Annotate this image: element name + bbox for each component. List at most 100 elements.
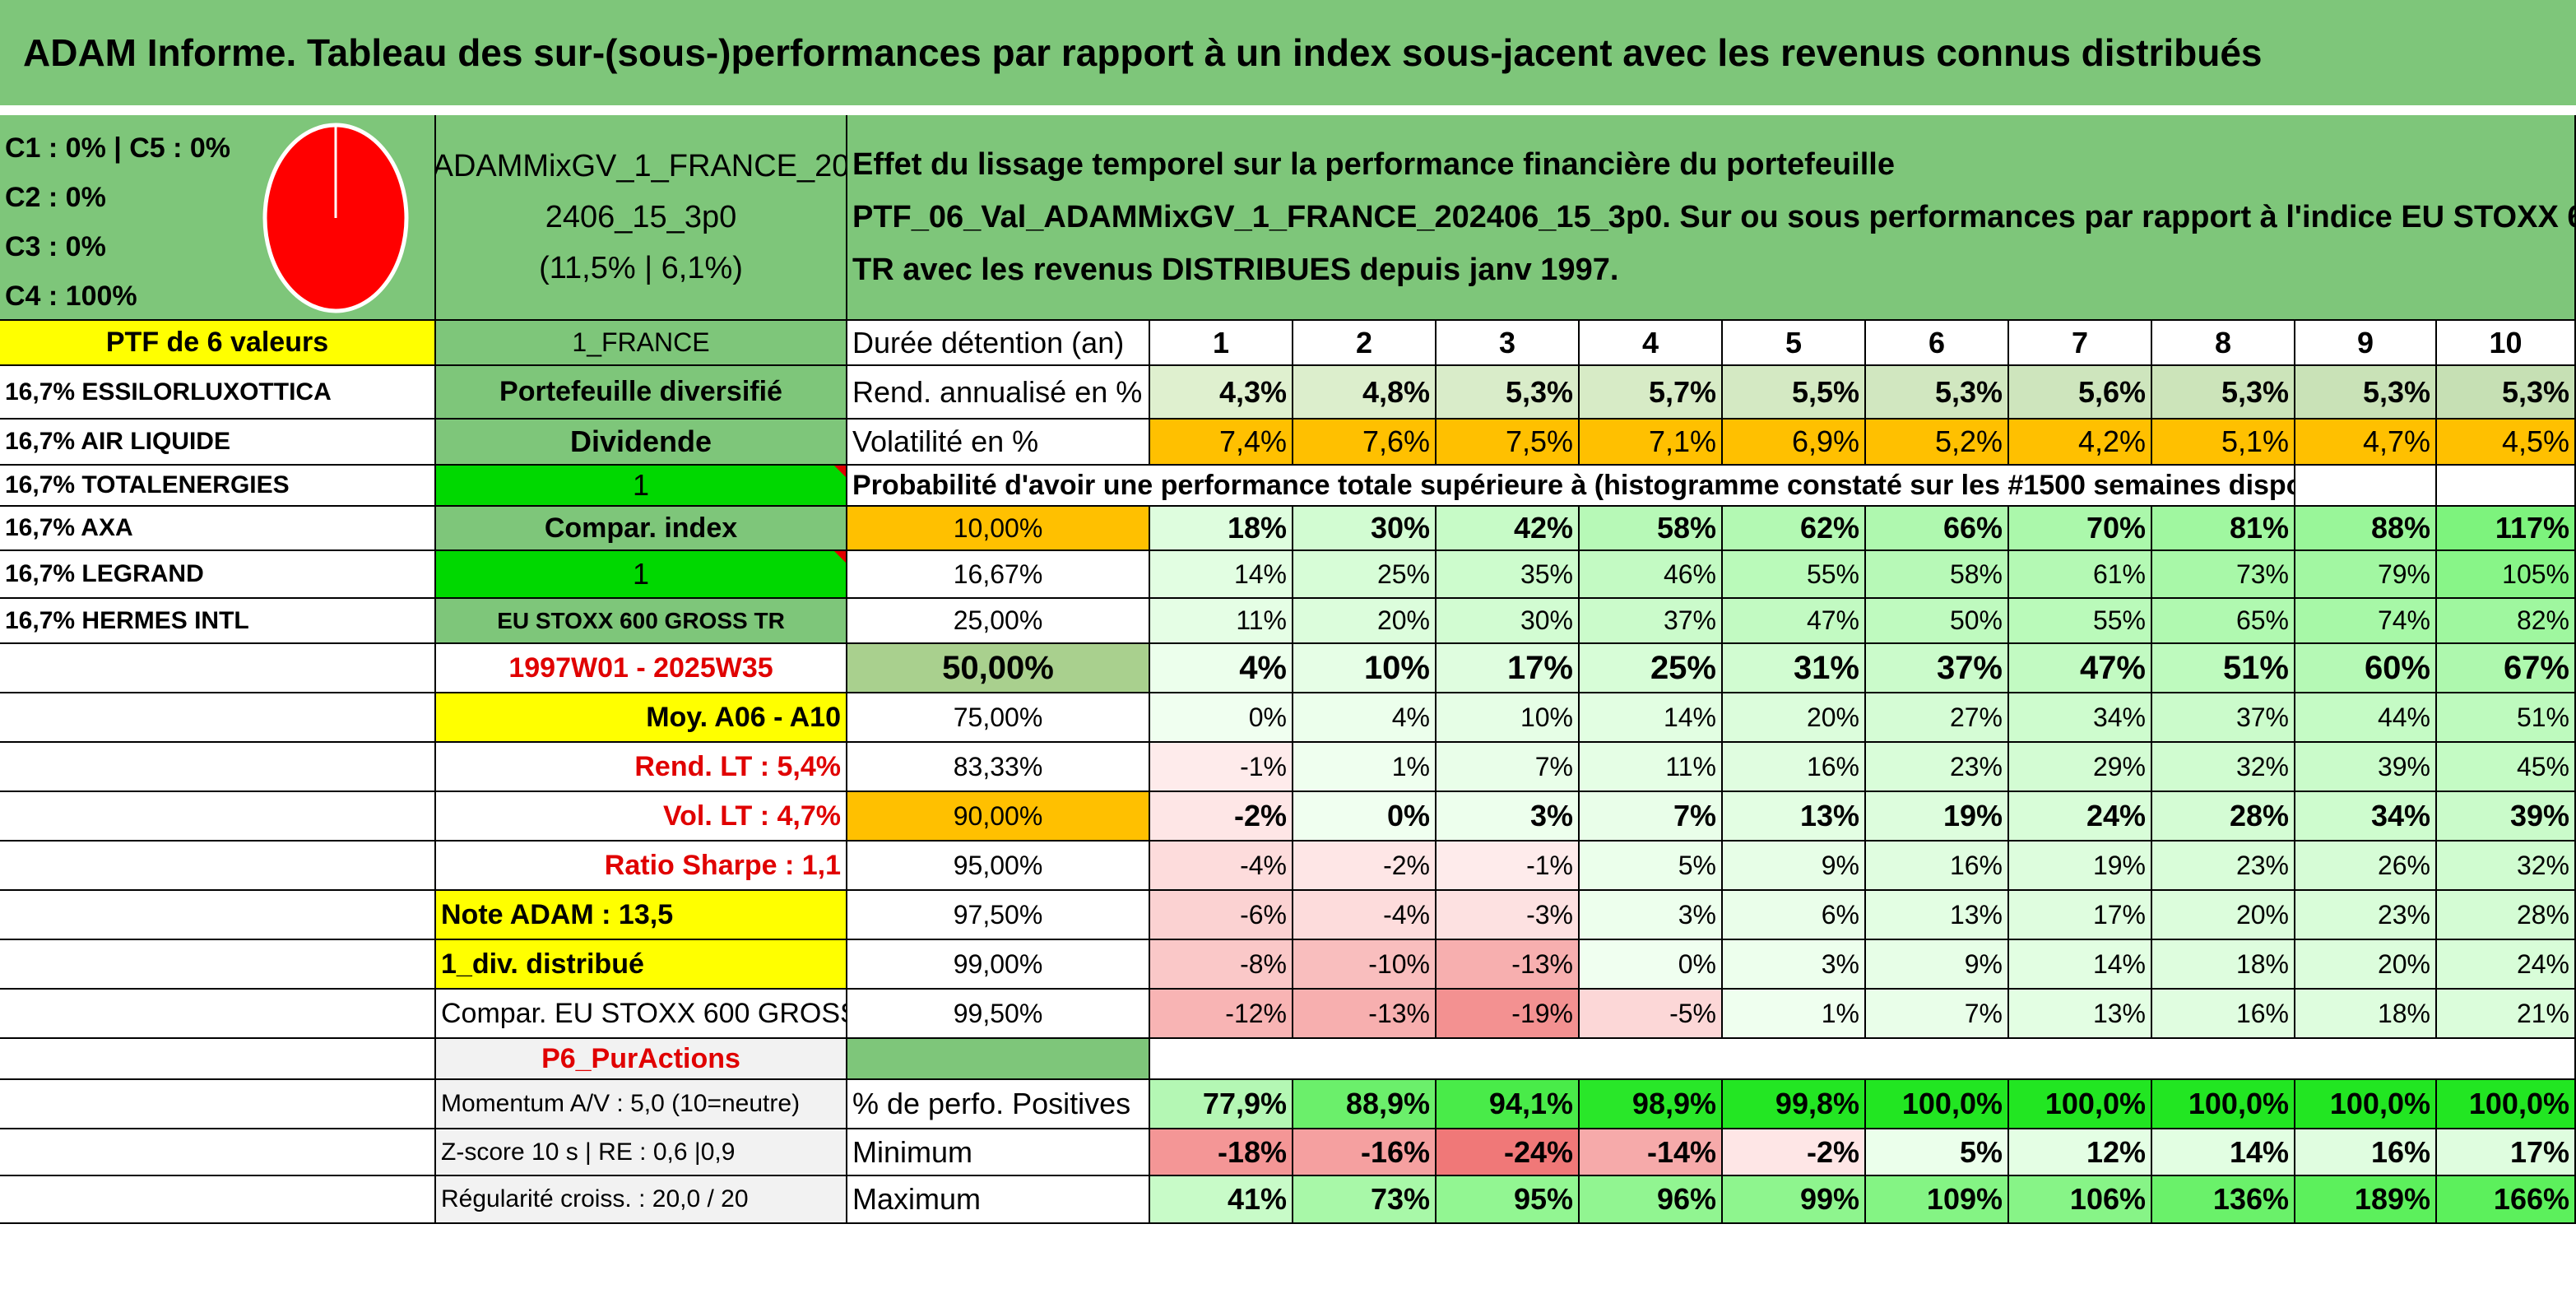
quantile-value: 4% xyxy=(1293,693,1437,743)
quantile-value: 28% xyxy=(2437,891,2576,940)
year-header: 2 xyxy=(1293,321,1437,366)
minimum-label: Minimum xyxy=(847,1129,1150,1176)
description-box: Effet du lissage temporel sur la perform… xyxy=(847,115,2576,321)
quantile-value: 73% xyxy=(2152,551,2295,599)
quantile-value: 18% xyxy=(1150,507,1293,551)
portfolio-name-line: 2406_15_3p0 xyxy=(545,200,737,234)
quantile-value: 82% xyxy=(2437,599,2576,644)
quantile-value: 66% xyxy=(1866,507,2009,551)
minimum-value: 17% xyxy=(2437,1129,2576,1176)
quantile-value: 44% xyxy=(2295,693,2437,743)
quantile-value: -8% xyxy=(1150,940,1293,990)
quantile-value: 58% xyxy=(1580,507,1723,551)
empty-cell xyxy=(0,990,436,1039)
quantile-label: 95,00% xyxy=(847,842,1150,891)
quantile-label: 75,00% xyxy=(847,693,1150,743)
note-adam-label: Note ADAM : 13,5 xyxy=(436,891,847,940)
maximum-value: 189% xyxy=(2295,1176,2437,1224)
quantile-value: 47% xyxy=(2009,644,2152,693)
quantile-value: 50% xyxy=(1866,599,2009,644)
quantile-value: 14% xyxy=(2009,940,2152,990)
minimum-value: 5% xyxy=(1866,1129,2009,1176)
holding-item: 16,7% AXA xyxy=(0,507,436,551)
positives-value: 88,9% xyxy=(1293,1080,1437,1129)
quantile-value: 70% xyxy=(2009,507,2152,551)
minimum-value: 16% xyxy=(2295,1129,2437,1176)
quantile-value: 1% xyxy=(1723,990,1866,1039)
minimum-value: -16% xyxy=(1293,1129,1437,1176)
quantile-value: 14% xyxy=(1150,551,1293,599)
quantile-value: 39% xyxy=(2295,743,2437,792)
quantile-value: 5% xyxy=(1580,842,1723,891)
maximum-label: Maximum xyxy=(847,1176,1150,1224)
rend-value: 5,3% xyxy=(2295,366,2437,420)
maximum-value: 106% xyxy=(2009,1176,2152,1224)
portfolio-name-line: ADAMMixGV_1_FRANCE_20 xyxy=(436,149,847,183)
quantile-value: -4% xyxy=(1293,891,1437,940)
quantile-value: -2% xyxy=(1293,842,1437,891)
country-label: 1_FRANCE xyxy=(436,321,847,366)
rend-lt-label: Rend. LT : 5,4% xyxy=(436,743,847,792)
quantile-value: 18% xyxy=(2295,990,2437,1039)
empty-cell xyxy=(2437,466,2576,507)
quantile-value: 7% xyxy=(1437,743,1580,792)
quantile-value: -1% xyxy=(1150,743,1293,792)
maximum-value: 166% xyxy=(2437,1176,2576,1224)
quantile-label: 16,67% xyxy=(847,551,1150,599)
index-name: EU STOXX 600 GROSS TR xyxy=(436,599,847,644)
positives-value: 99,8% xyxy=(1723,1080,1866,1129)
positives-value: 98,9% xyxy=(1580,1080,1723,1129)
quantile-value: 24% xyxy=(2009,792,2152,842)
quantile-value: 117% xyxy=(2437,507,2576,551)
quantile-value: 20% xyxy=(2295,940,2437,990)
quantile-value: 62% xyxy=(1723,507,1866,551)
dividend-label: Dividende xyxy=(436,420,847,466)
quantile-value: -4% xyxy=(1150,842,1293,891)
quantile-value: -3% xyxy=(1437,891,1580,940)
quantile-value: 30% xyxy=(1437,599,1580,644)
quantile-value: 17% xyxy=(2009,891,2152,940)
quantile-value: 51% xyxy=(2152,644,2295,693)
quantile-value: 60% xyxy=(2295,644,2437,693)
rend-value: 5,5% xyxy=(1723,366,1866,420)
quantile-value: 21% xyxy=(2437,990,2576,1039)
empty-cell xyxy=(2295,466,2437,507)
quantile-value: 3% xyxy=(1580,891,1723,940)
quantile-value: 20% xyxy=(1293,599,1437,644)
year-header: 8 xyxy=(2152,321,2295,366)
quantile-value: 11% xyxy=(1580,743,1723,792)
empty-cell xyxy=(0,1176,436,1224)
positives-label: % de perfo. Positives xyxy=(847,1080,1150,1129)
category-pie-chart xyxy=(262,123,409,313)
compar-index-label: Compar. EU STOXX 600 GROSS TR xyxy=(436,990,847,1039)
maximum-value: 41% xyxy=(1150,1176,1293,1224)
quantile-label: 50,00% xyxy=(847,644,1150,693)
maximum-value: 73% xyxy=(1293,1176,1437,1224)
quantile-value: 28% xyxy=(2152,792,2295,842)
categories-box: C1 : 0% | C5 : 0% C2 : 0% C3 : 0% C4 : 1… xyxy=(0,115,436,321)
rend-value: 5,3% xyxy=(1437,366,1580,420)
quantile-value: 3% xyxy=(1437,792,1580,842)
quantile-value: 39% xyxy=(2437,792,2576,842)
quantile-value: 0% xyxy=(1580,940,1723,990)
quantile-value: 34% xyxy=(2295,792,2437,842)
quantile-value: 37% xyxy=(1866,644,2009,693)
empty-cell xyxy=(0,1129,436,1176)
quantile-value: 27% xyxy=(1866,693,2009,743)
vol-value: 7,5% xyxy=(1437,420,1580,466)
quantile-value: 25% xyxy=(1293,551,1437,599)
quantile-value: 3% xyxy=(1723,940,1866,990)
spacer-row xyxy=(0,105,2576,115)
minimum-value: 14% xyxy=(2152,1129,2295,1176)
vol-value: 4,5% xyxy=(2437,420,2576,466)
quantile-value: -1% xyxy=(1437,842,1580,891)
vol-value: 5,1% xyxy=(2152,420,2295,466)
empty-cell xyxy=(0,743,436,792)
quantile-value: 16% xyxy=(1723,743,1866,792)
quantile-label: 99,50% xyxy=(847,990,1150,1039)
quantile-value: 23% xyxy=(1866,743,2009,792)
quantile-value: 26% xyxy=(2295,842,2437,891)
quantile-value: 55% xyxy=(1723,551,1866,599)
holding-item: 16,7% ESSILORLUXOTTICA xyxy=(0,366,436,420)
